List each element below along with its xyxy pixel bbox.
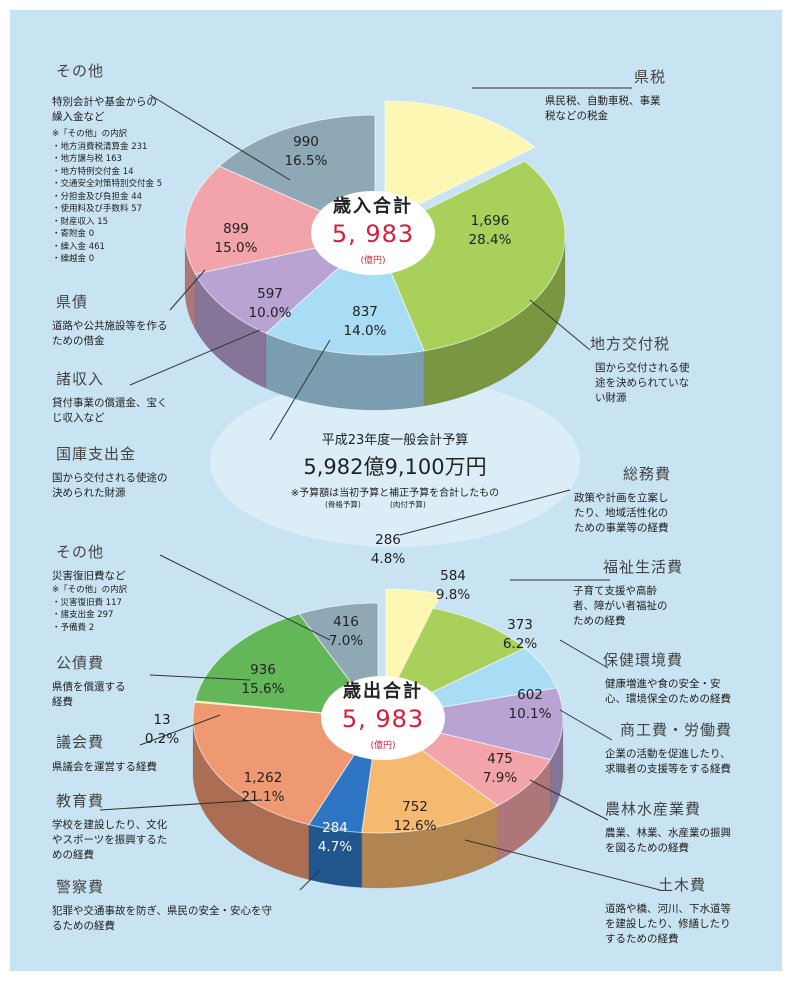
budget-note-sub1: (骨格予算) (325, 500, 361, 509)
expense-slice-label-keisatsu: 284 4.7% (317, 820, 353, 855)
expense-slice-label-fukushi: 584 9.8% (435, 568, 471, 603)
revenue-kenzei-title: 県税 (634, 68, 667, 86)
expense-kyouiku-title: 教育費 (56, 792, 105, 810)
expense-total-unit: (億円) (370, 741, 396, 751)
expense-slice-label-doboku: 752 12.6% (393, 799, 437, 834)
budget-title: 平成23年度一般会計予算 (321, 433, 469, 448)
expense-hoken-desc: 健康増進や食の安全・安 心、環境保全のための経費 (605, 678, 731, 705)
expense-leader-sonota (159, 554, 331, 641)
expense-gikai-desc: 県議会を運営する経費 (52, 761, 157, 773)
expense-slice-label-shoko: 602 10.1% (508, 687, 552, 722)
revenue-sonota-title: その他 (56, 62, 105, 80)
expense-leader-kousai (149, 674, 251, 681)
expense-keisatsu-title: 警察費 (56, 878, 105, 896)
revenue-kokko-title: 国庫支出金 (56, 445, 137, 463)
revenue-chihou-desc: 国から交付される使 途を決められていな い財源 (595, 362, 690, 404)
expense-leader-hoken (559, 639, 609, 669)
revenue-total-value: 5, 983 (331, 220, 415, 248)
expense-slice-label-soumu: 286 4.8% (370, 532, 406, 567)
revenue-kensai-title: 県債 (56, 293, 89, 311)
revenue-slice-label-kensai: 899 15.0% (214, 221, 258, 256)
revenue-leader-sonota (149, 94, 291, 181)
expense-keisatsu-desc: 犯罪や交通事故を防ぎ、県民の安全・安心を守 るための経費 (52, 905, 272, 932)
expense-leader-soumu (399, 489, 571, 536)
revenue-slice-label-sonota: 990 16.5% (284, 134, 328, 169)
budget-total: 5,982億9,100万円 (303, 455, 487, 479)
expense-leader-nourin (529, 779, 609, 821)
expense-total-value: 5, 983 (341, 705, 425, 733)
expense-soumu-title: 総務費 (623, 465, 672, 483)
expense-slice-label-kousai: 936 15.6% (241, 662, 285, 697)
expense-pie-center-ellipse (321, 676, 445, 760)
expense-slice-label-hoken: 373 6.2% (502, 617, 538, 652)
revenue-kensai-desc: 道路や公共施設等を作る ための借金 (52, 320, 168, 347)
expense-sonota-title: その他 (56, 543, 105, 561)
revenue-slice-label-shoshu: 597 10.0% (248, 286, 292, 321)
expense-nourin-desc: 農業、林業、水産業の振興 を図るための経費 (605, 827, 731, 854)
revenue-leader-chihou (529, 299, 591, 351)
revenue-shoshu-desc: 貸付事業の償還金、宝く じ収入など (52, 397, 168, 424)
expense-slice-label-gikai: 13 0.2% (144, 712, 180, 747)
revenue-pie-slice-4 (184, 165, 377, 275)
middle-ellipse (210, 377, 580, 547)
revenue-pie-slice-1 (374, 160, 566, 352)
expense-sonota-desc: 災害復旧費など (52, 570, 126, 582)
revenue-sonota-breakdown: ※「その他」の内訳 ・地方消費税清算金 231 ・地方譲与税 163 ・地方特例… (52, 129, 163, 264)
expense-kousai-desc: 県債を償還する 経費 (52, 681, 126, 708)
expense-soumu-desc: 政策や計画を立案し たり、地域活性化の ための事業等の経費 (574, 492, 669, 534)
revenue-kenzei-desc: 県民税、自動車税、事業 税などの税金 (545, 95, 661, 122)
revenue-leader-shoshu (129, 329, 261, 386)
revenue-leader-kokko (269, 339, 331, 441)
expense-pie-slice-3 (377, 687, 564, 761)
revenue-slice-label-kokko: 837 14.0% (343, 304, 387, 339)
budget-note-sub2: (肉付予算) (390, 500, 426, 509)
expense-fukushi-title: 福祉生活費 (603, 558, 684, 576)
expense-leader-shoko (559, 709, 613, 741)
budget-note: ※予算額は当初予算と補正予算を合計したもの (290, 488, 500, 499)
expense-total-title: 歳出合計 (343, 681, 423, 702)
expense-kousai-title: 公債費 (56, 654, 105, 672)
expense-hoken-title: 保健環境費 (603, 651, 684, 669)
revenue-slice-label-kenzei: 1,696 28.4% (468, 213, 512, 248)
expense-fukushi-desc: 子育て支援や高齢 者、障がい者福祉の ための経費 (573, 585, 668, 627)
expense-doboku-title: 土木費 (658, 876, 707, 894)
expense-slice-label-kyouiku: 1,262 21.1% (241, 770, 285, 805)
revenue-total-title: 歳入合計 (333, 196, 413, 217)
expense-slice-label-sonota: 416 7.0% (328, 614, 364, 649)
expense-doboku-desc: 道路や橋、河川、下水道等 を建設したり、修繕したり するための経費 (605, 903, 731, 945)
expense-leader-doboku (464, 839, 661, 891)
revenue-shoshu-title: 諸収入 (56, 370, 105, 388)
expense-shoko-title: 商工費・労働費 (620, 721, 733, 739)
revenue-kokko-desc: 国から交付される使途の 決められた財源 (52, 472, 168, 499)
expense-kyouiku-desc: 学校を建設したり、文化 やスポーツを振興するた めの経費 (52, 819, 168, 861)
revenue-sonota-desc: 特別会計や基金からの 繰入金など (52, 96, 157, 123)
expense-sonota-breakdown: ※「その他」の内訳 ・災害復旧費 117 ・諸支出金 297 ・予備費 2 (52, 585, 128, 633)
expense-leader-keisatsu (299, 869, 321, 891)
expense-shoko-desc: 企業の活動を促進したり、 求職者の支援等をする経費 (605, 748, 731, 775)
revenue-chihou-title: 地方交付税 (590, 335, 671, 353)
revenue-leader-kensai (169, 269, 206, 311)
expense-leader-kyouiku (99, 799, 261, 811)
expense-gikai-title: 議会費 (56, 733, 105, 751)
revenue-total-unit: (億円) (360, 256, 386, 266)
expense-leader-gikai (139, 714, 221, 746)
revenue-pie-center-ellipse (311, 191, 435, 275)
revenue-pie-slice-0 (384, 100, 536, 222)
expense-nourin-title: 農林水産業費 (605, 800, 702, 818)
expense-slice-label-nourin: 475 7.9% (482, 751, 518, 786)
